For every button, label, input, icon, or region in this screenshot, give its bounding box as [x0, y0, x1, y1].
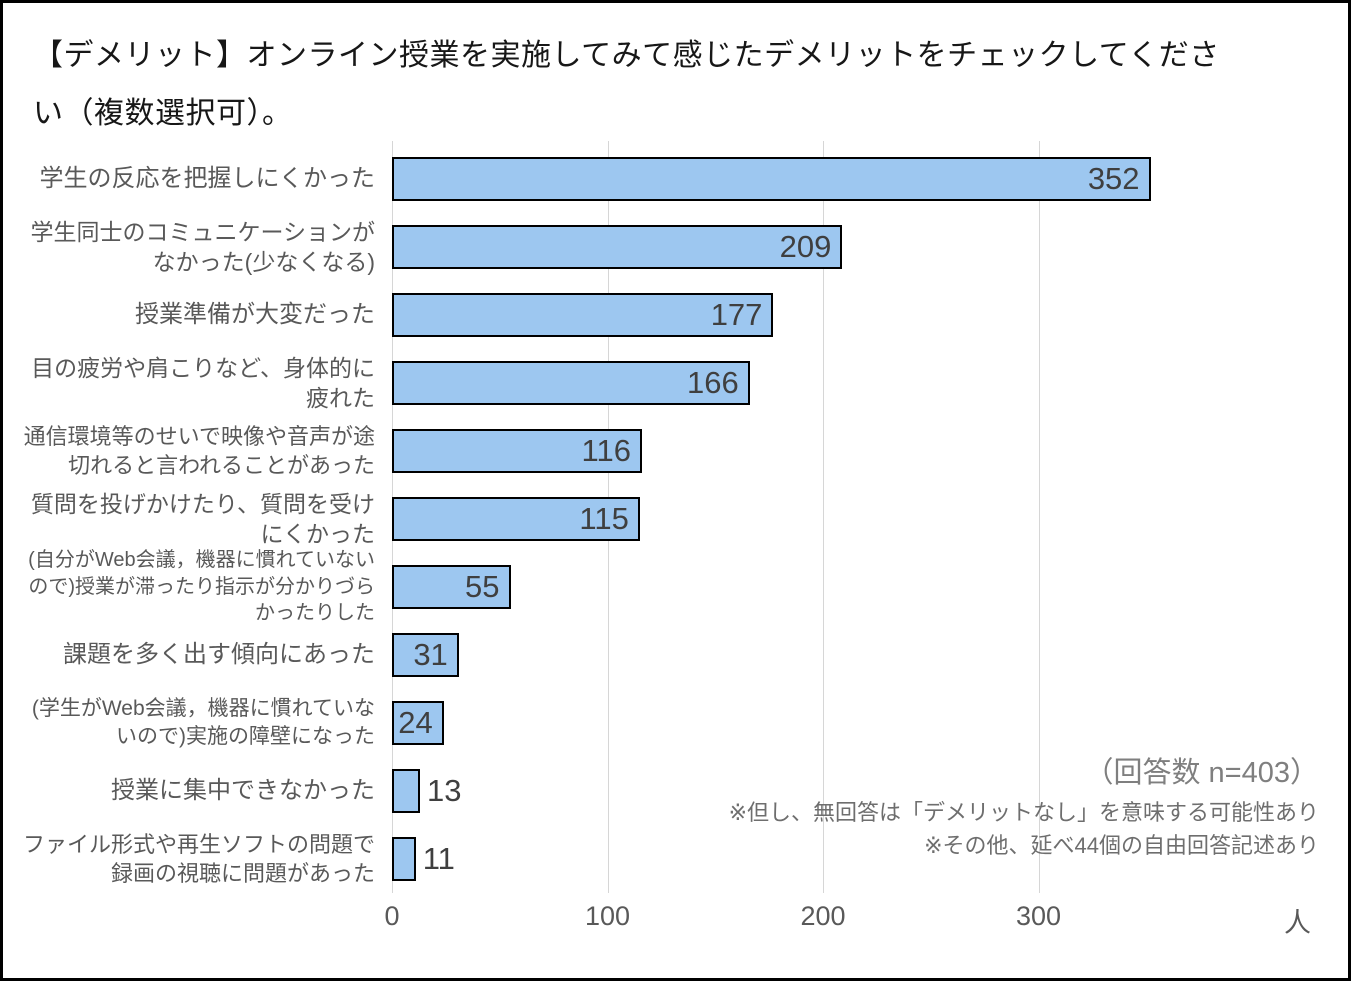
bar: 166	[392, 361, 750, 405]
category-label: 授業に集中できなかった	[111, 777, 375, 805]
category-label: 質問を投げかけたり、質問を受けにくかった	[30, 490, 375, 547]
x-tick-100: 100	[584, 901, 631, 931]
value-label: 115	[579, 501, 629, 536]
note-free-answers: ※その他、延べ44個の自由回答記述あり	[924, 832, 1319, 858]
value-label: 11	[422, 841, 455, 876]
value-label: 177	[710, 297, 763, 332]
x-axis: 人 0 100 200 300	[384, 901, 1313, 941]
respondent-count: （回答数 n=403）	[1084, 757, 1319, 789]
bar: 177	[392, 293, 774, 337]
bar-row: 24	[392, 689, 1313, 757]
bar-row: 209	[392, 213, 1313, 281]
chart-title: 【デメリット】オンライン授業を実施してみて感じたデメリットをチェックしてください…	[33, 39, 1220, 130]
x-tick-300: 300	[1015, 901, 1062, 931]
annotations: （回答数 n=403） ※但し、無回答は「デメリットなし」を意味する可能性あり …	[729, 751, 1319, 862]
gridline-300	[1038, 141, 1040, 893]
category-label: (自分がWeb会議，機器に慣れていないので)授業が滞ったり指示が分かりづらかった…	[28, 549, 375, 625]
value-label: 116	[581, 433, 631, 468]
value-label: 166	[686, 365, 739, 400]
bar: 116	[392, 429, 642, 473]
bar: 55	[392, 565, 511, 609]
bar-row: 166	[392, 349, 1313, 417]
bar: 11	[392, 837, 455, 881]
category-axis: 学生の反応を把握しにくかった学生同士のコミュニケーションがなかった(少なくなる)…	[17, 145, 375, 893]
category-label: 通信環境等のせいで映像や音声が途切れると言われることがあった	[23, 423, 375, 478]
bar-row: 116	[392, 417, 1313, 485]
category-label: 学生同士のコミュニケーションがなかった(少なくなる)	[30, 218, 375, 275]
bar: 209	[392, 225, 843, 269]
category-label: 課題を多く出す傾向にあった	[63, 641, 375, 669]
bar-row: 55	[392, 553, 1313, 621]
category-label: (学生がWeb会議，機器に慣れていないので)実施の障壁になった	[31, 697, 375, 748]
bar: 31	[392, 633, 459, 677]
category-label: 授業準備が大変だった	[135, 301, 375, 329]
bar: 24	[392, 701, 444, 745]
bar: 13	[392, 769, 461, 813]
plot-area: 352 209 177 166 116 115 55 31 24 13 11	[392, 141, 1313, 893]
gridline-200	[823, 141, 824, 893]
bar-row: 177	[392, 281, 1313, 349]
category-label: 目の疲労や肩こりなど、身体的に疲れた	[31, 354, 375, 411]
value-label: 55	[465, 569, 500, 604]
x-axis-unit-label: 人	[1284, 908, 1311, 938]
bar-row: 115	[392, 485, 1313, 553]
bar: 352	[392, 157, 1151, 201]
bar-row: 352	[392, 145, 1313, 213]
bar-row: 31	[392, 621, 1313, 689]
value-label: 209	[779, 229, 832, 264]
category-label: 学生の反応を把握しにくかった	[39, 165, 375, 193]
bar: 115	[392, 497, 640, 541]
value-label: 352	[1087, 161, 1140, 196]
category-label: ファイル形式や再生ソフトの問題で録画の視聴に問題があった	[22, 831, 375, 886]
note-no-answer: ※但し、無回答は「デメリットなし」を意味する可能性あり	[728, 799, 1319, 825]
bar-row: 13	[392, 757, 1313, 825]
value-label: 31	[413, 637, 448, 672]
value-label: 24	[398, 705, 433, 740]
bar-row: 11	[392, 825, 1313, 893]
x-tick-0: 0	[384, 901, 400, 931]
value-label: 13	[427, 773, 462, 808]
x-tick-200: 200	[800, 901, 846, 931]
